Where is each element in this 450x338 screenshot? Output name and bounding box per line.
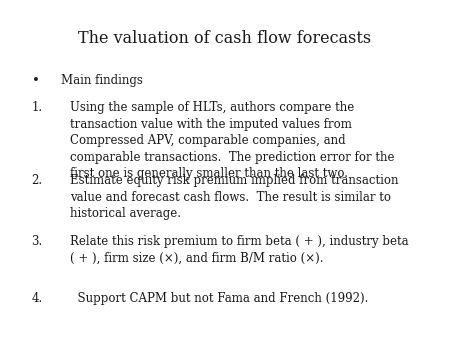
Text: Main findings: Main findings: [61, 74, 143, 87]
Text: 1.: 1.: [32, 101, 43, 114]
Text: The valuation of cash flow forecasts: The valuation of cash flow forecasts: [78, 30, 372, 47]
Text: Estimate equity risk premium implied from transaction
value and forecast cash fl: Estimate equity risk premium implied fro…: [70, 174, 398, 220]
Text: Relate this risk premium to firm beta ( + ), industry beta
( + ), firm size (×),: Relate this risk premium to firm beta ( …: [70, 235, 409, 264]
Text: Using the sample of HLTs, authors compare the
transaction value with the imputed: Using the sample of HLTs, authors compar…: [70, 101, 394, 180]
Text: 2.: 2.: [32, 174, 43, 187]
Text: •: •: [32, 74, 40, 87]
Text: 4.: 4.: [32, 292, 43, 305]
Text: Support CAPM but not Fama and French (1992).: Support CAPM but not Fama and French (19…: [70, 292, 368, 305]
Text: 3.: 3.: [32, 235, 43, 248]
